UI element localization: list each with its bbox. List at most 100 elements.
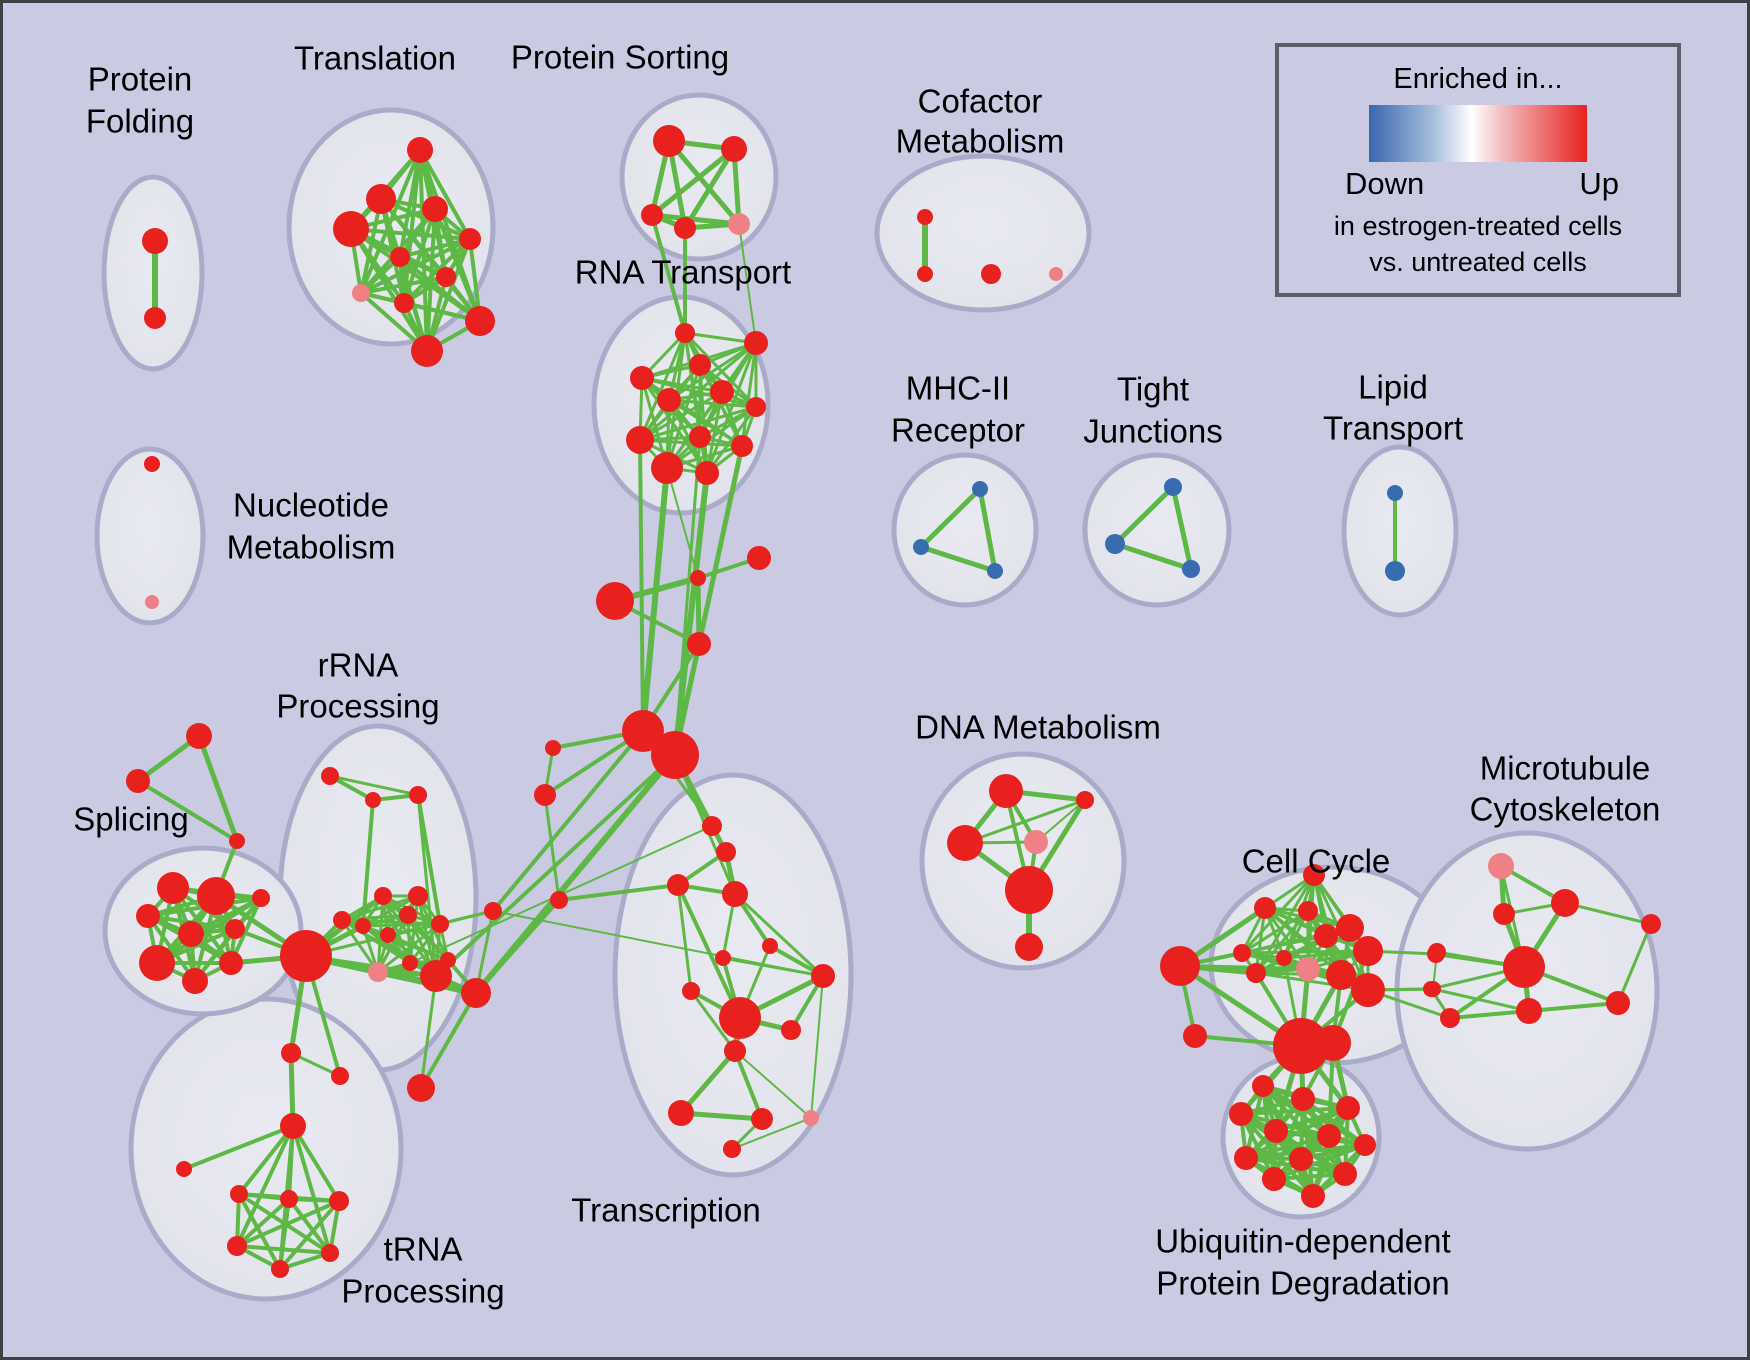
edge: [640, 376, 758, 409]
edge: [638, 331, 687, 442]
splicing-satellite-node: [186, 723, 212, 749]
splicing-label: Splicing: [73, 801, 189, 838]
trna-processing-node: [329, 1191, 349, 1211]
transcription-node: [762, 938, 778, 954]
translation-node: [465, 306, 495, 336]
transcription-label: Transcription: [571, 1192, 761, 1229]
edge: [235, 1244, 332, 1255]
cell-cycle-node: [1353, 936, 1383, 966]
rna-transport-node: [689, 354, 711, 376]
trna-processing-node: [176, 1161, 192, 1177]
trna-processing-node: [230, 1185, 248, 1203]
rna-transport-node: [746, 397, 766, 417]
lipid-transport-node: [1387, 485, 1403, 501]
rrna-processing-node: [365, 792, 381, 808]
tight-junctions-ellipse: [1082, 452, 1232, 608]
cell-cycle-node: [1303, 864, 1325, 886]
legend-down-label: Down: [1345, 166, 1425, 201]
cell-cycle-node: [1315, 1025, 1351, 1061]
edge: [672, 443, 745, 758]
edge: [543, 793, 561, 902]
edge: [474, 898, 561, 995]
edge: [328, 774, 420, 797]
protein-sorting-node: [653, 125, 685, 157]
edge: [155, 896, 263, 965]
rrna-processing-node: [281, 1043, 301, 1063]
translation-node: [366, 184, 396, 214]
ubiquitin-degradation-node: [1229, 1102, 1253, 1126]
rrna-processing-node: [333, 911, 351, 929]
rna-transport-node: [744, 331, 768, 355]
rrna-processing-node: [280, 930, 332, 982]
edge: [1240, 934, 1328, 955]
dna-metabolism-node: [1024, 830, 1048, 854]
cell-cycle-node: [1440, 1008, 1460, 1028]
mhc-ii-receptor-node: [972, 481, 988, 497]
rna-transport-node: [689, 426, 711, 448]
edge: [434, 753, 677, 978]
edge: [557, 883, 680, 902]
rna-transport-node: [695, 461, 719, 485]
legend-box: Enriched in... Down Up in estrogen-treat…: [1275, 43, 1681, 297]
cofactor-metabolism-node: [917, 266, 933, 282]
ubiquitin-degradation-node: [1333, 1162, 1357, 1186]
splicing-node: [225, 919, 245, 939]
nucleotide-metabolism-label: Nucleotide: [233, 487, 389, 524]
transcription-node: [724, 1040, 746, 1062]
tight-junctions-node: [1105, 534, 1125, 554]
legend-gradient-bar: [1369, 105, 1587, 162]
microtubule-cytoskeleton-label: Microtubule: [1480, 750, 1651, 787]
edge: [287, 1197, 332, 1255]
tight-junctions-label: Tight: [1117, 371, 1189, 408]
edge: [235, 1124, 295, 1248]
edge: [291, 1124, 341, 1203]
edge: [418, 148, 472, 241]
mhc-ii-receptor-label: MHC-II: [906, 370, 1010, 407]
ubiquitin-degradation-node: [1291, 1087, 1315, 1111]
edge: [1448, 1009, 1531, 1020]
edge: [918, 544, 998, 574]
edge: [235, 1197, 291, 1248]
edge: [640, 376, 709, 475]
edge: [359, 237, 472, 295]
microtubule-cytoskeleton-node: [1551, 889, 1579, 917]
transcription-node: [702, 816, 722, 836]
microtubule-cytoskeleton-label: Cytoskeleton: [1470, 791, 1661, 828]
transcription-node: [682, 982, 700, 1000]
splicing-node: [157, 872, 189, 904]
cofactor-metabolism-label: Metabolism: [896, 123, 1065, 160]
microtubule-cytoskeleton-node: [1425, 981, 1441, 997]
mhc-ii-receptor-label: Receptor: [891, 412, 1025, 449]
dna-metabolism-node: [1005, 866, 1053, 914]
ubiquitin-degradation-node: [1262, 1167, 1286, 1191]
nucleotide-metabolism-ellipse: [94, 446, 206, 626]
ubiquitin-degradation-node: [1317, 1124, 1341, 1148]
edge: [705, 341, 758, 475]
microtubule-cytoskeleton-node: [1516, 998, 1542, 1024]
transcription-node: [781, 1020, 801, 1040]
transcription-node: [667, 874, 689, 896]
edge: [419, 991, 478, 1090]
rrna-processing-node: [461, 978, 491, 1008]
dna-metabolism-label: DNA Metabolism: [915, 709, 1161, 746]
rrna-processing-node: [399, 906, 417, 924]
cell-cycle-node: [1233, 944, 1251, 962]
splicing-node: [182, 968, 208, 994]
edge: [1244, 1134, 1331, 1160]
translation-node: [352, 284, 370, 302]
edge: [665, 405, 758, 470]
central-hub-node: [690, 570, 706, 586]
edge: [733, 892, 825, 978]
central-hub-node: [545, 740, 561, 756]
edge: [682, 146, 737, 231]
rna-transport-node: [657, 388, 681, 412]
edge: [1254, 909, 1310, 975]
mhc-ii-receptor-node: [987, 563, 1003, 579]
edge: [398, 255, 482, 323]
rrna-processing-node: [407, 1074, 435, 1102]
edge: [237, 1192, 282, 1271]
rna-transport-node: [710, 380, 734, 404]
transcription-node: [668, 1100, 694, 1126]
edge: [1563, 901, 1653, 926]
trna-processing-label: Processing: [341, 1273, 504, 1310]
